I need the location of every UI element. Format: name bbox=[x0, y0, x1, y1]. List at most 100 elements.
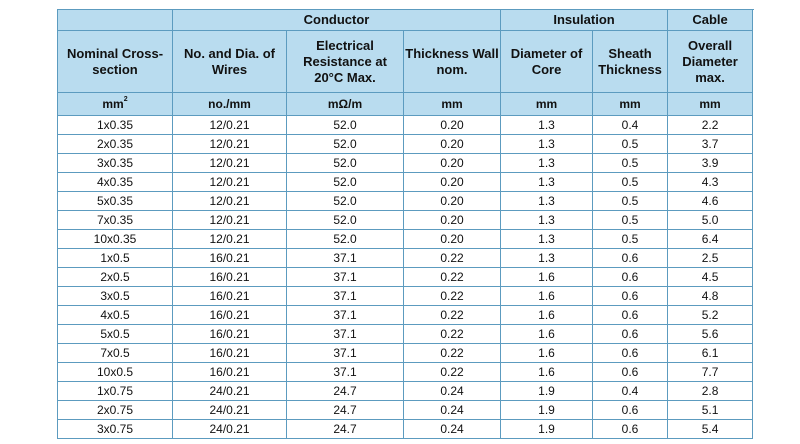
core-diameter-cell: 1.3 bbox=[500, 134, 594, 154]
core-diameter-header: Diameter of Core bbox=[500, 30, 594, 93]
thickness-cell: 0.24 bbox=[402, 381, 502, 401]
overall-diameter-header: Overall Diameter max. bbox=[667, 30, 754, 93]
sheath-cell: 0.6 bbox=[592, 305, 669, 325]
overall-diameter-cell: 4.6 bbox=[667, 191, 754, 211]
resistance-cell: 24.7 bbox=[286, 400, 404, 420]
thickness-cell: 0.20 bbox=[402, 210, 502, 230]
cross-section-cell: 2x0.5 bbox=[57, 267, 173, 287]
resistance-cell: 52.0 bbox=[286, 153, 404, 173]
thickness-cell: 0.24 bbox=[402, 400, 502, 420]
thickness-cell: 0.22 bbox=[402, 267, 502, 287]
thickness-cell: 0.22 bbox=[402, 324, 502, 344]
unit-section: mm2 bbox=[57, 92, 173, 116]
wires-cell: 16/0.21 bbox=[172, 248, 287, 268]
cross-section-cell: 10x0.5 bbox=[57, 362, 173, 382]
nominal-cross-section-header: Nominal Cross-section bbox=[57, 30, 173, 93]
wires-cell: 24/0.21 bbox=[172, 381, 287, 401]
table-row: 3x0.5 16/0.21 37.1 0.22 1.6 0.6 4.8 bbox=[57, 286, 754, 306]
wires-cell: 12/0.21 bbox=[172, 229, 287, 249]
sheath-cell: 0.6 bbox=[592, 400, 669, 420]
overall-diameter-cell: 2.8 bbox=[667, 381, 754, 401]
thickness-cell: 0.22 bbox=[402, 286, 502, 306]
resistance-cell: 37.1 bbox=[286, 267, 404, 287]
conductor-group-header: Conductor bbox=[171, 9, 502, 31]
wires-cell: 12/0.21 bbox=[172, 134, 287, 154]
unit-thickness: mm bbox=[402, 92, 502, 116]
unit-wires: no./mm bbox=[172, 92, 287, 116]
wires-header: No. and Dia. of Wires bbox=[172, 30, 287, 93]
wires-cell: 12/0.21 bbox=[172, 153, 287, 173]
sheath-cell: 0.5 bbox=[592, 172, 669, 192]
core-diameter-cell: 1.3 bbox=[500, 172, 594, 192]
cross-section-cell: 5x0.5 bbox=[57, 324, 173, 344]
core-diameter-cell: 1.3 bbox=[500, 191, 594, 211]
table-row: 10x0.5 16/0.21 37.1 0.22 1.6 0.6 7.7 bbox=[57, 362, 754, 382]
insulation-group-header: Insulation bbox=[500, 9, 669, 31]
overall-diameter-cell: 6.1 bbox=[667, 343, 754, 363]
table-row: 4x0.35 12/0.21 52.0 0.20 1.3 0.5 4.3 bbox=[57, 172, 754, 192]
sheath-cell: 0.6 bbox=[592, 248, 669, 268]
resistance-cell: 37.1 bbox=[286, 362, 404, 382]
overall-diameter-cell: 7.7 bbox=[667, 362, 754, 382]
unit-overall: mm bbox=[667, 92, 754, 116]
core-diameter-cell: 1.9 bbox=[500, 419, 594, 439]
cable-spec-table: Conductor Insulation Cable Nominal Cross… bbox=[57, 9, 754, 439]
group-header-row: Conductor Insulation Cable bbox=[57, 9, 754, 31]
sheath-thickness-header: Sheath Thickness bbox=[592, 30, 669, 93]
cross-section-cell: 3x0.75 bbox=[57, 419, 173, 439]
resistance-cell: 52.0 bbox=[286, 115, 404, 135]
sheath-cell: 0.5 bbox=[592, 134, 669, 154]
overall-diameter-cell: 5.2 bbox=[667, 305, 754, 325]
core-diameter-cell: 1.9 bbox=[500, 381, 594, 401]
overall-diameter-cell: 3.7 bbox=[667, 134, 754, 154]
sheath-cell: 0.5 bbox=[592, 210, 669, 230]
resistance-cell: 24.7 bbox=[286, 381, 404, 401]
table-row: 5x0.5 16/0.21 37.1 0.22 1.6 0.6 5.6 bbox=[57, 324, 754, 344]
resistance-cell: 52.0 bbox=[286, 172, 404, 192]
thickness-cell: 0.20 bbox=[402, 172, 502, 192]
unit-section-base: mm bbox=[102, 97, 124, 111]
core-diameter-cell: 1.6 bbox=[500, 305, 594, 325]
resistance-header: Electrical Resistance at 20°C Max. bbox=[286, 30, 404, 93]
table-row: 2x0.75 24/0.21 24.7 0.24 1.9 0.6 5.1 bbox=[57, 400, 754, 420]
cross-section-cell: 3x0.5 bbox=[57, 286, 173, 306]
cross-section-cell: 7x0.35 bbox=[57, 210, 173, 230]
cross-section-cell: 10x0.35 bbox=[57, 229, 173, 249]
cross-section-cell: 4x0.5 bbox=[57, 305, 173, 325]
cable-group-header: Cable bbox=[667, 9, 754, 31]
table-row: 1x0.75 24/0.21 24.7 0.24 1.9 0.4 2.8 bbox=[57, 381, 754, 401]
sheath-cell: 0.5 bbox=[592, 229, 669, 249]
cross-section-cell: 1x0.35 bbox=[57, 115, 173, 135]
resistance-cell: 52.0 bbox=[286, 191, 404, 211]
overall-diameter-cell: 5.6 bbox=[667, 324, 754, 344]
wires-cell: 16/0.21 bbox=[172, 305, 287, 325]
blank-header-cell bbox=[57, 9, 173, 31]
thickness-cell: 0.20 bbox=[402, 115, 502, 135]
core-diameter-cell: 1.6 bbox=[500, 362, 594, 382]
wires-cell: 12/0.21 bbox=[172, 191, 287, 211]
core-diameter-cell: 1.3 bbox=[500, 210, 594, 230]
units-row: mm2 no./mm mΩ/m mm mm mm mm bbox=[57, 92, 754, 116]
overall-diameter-cell: 6.4 bbox=[667, 229, 754, 249]
thickness-cell: 0.24 bbox=[402, 419, 502, 439]
resistance-cell: 37.1 bbox=[286, 248, 404, 268]
unit-core: mm bbox=[500, 92, 594, 116]
table-row: 2x0.5 16/0.21 37.1 0.22 1.6 0.6 4.5 bbox=[57, 267, 754, 287]
table-row: 10x0.35 12/0.21 52.0 0.20 1.3 0.5 6.4 bbox=[57, 229, 754, 249]
overall-diameter-cell: 5.0 bbox=[667, 210, 754, 230]
cross-section-cell: 1x0.75 bbox=[57, 381, 173, 401]
wires-cell: 16/0.21 bbox=[172, 362, 287, 382]
core-diameter-cell: 1.6 bbox=[500, 267, 594, 287]
cross-section-cell: 2x0.35 bbox=[57, 134, 173, 154]
overall-diameter-cell: 2.2 bbox=[667, 115, 754, 135]
thickness-cell: 0.22 bbox=[402, 343, 502, 363]
thickness-cell: 0.20 bbox=[402, 153, 502, 173]
thickness-cell: 0.20 bbox=[402, 134, 502, 154]
core-diameter-cell: 1.3 bbox=[500, 248, 594, 268]
core-diameter-cell: 1.3 bbox=[500, 229, 594, 249]
sheath-cell: 0.6 bbox=[592, 343, 669, 363]
core-diameter-cell: 1.6 bbox=[500, 324, 594, 344]
sheath-cell: 0.5 bbox=[592, 153, 669, 173]
overall-diameter-cell: 5.1 bbox=[667, 400, 754, 420]
resistance-cell: 52.0 bbox=[286, 210, 404, 230]
